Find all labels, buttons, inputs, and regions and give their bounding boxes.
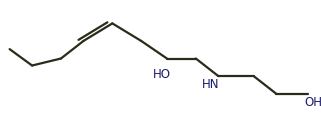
Text: HN: HN (202, 78, 219, 91)
Text: OH: OH (304, 96, 321, 110)
Text: HO: HO (153, 68, 171, 81)
